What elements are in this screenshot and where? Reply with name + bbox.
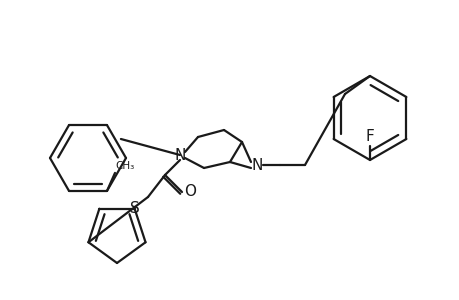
Text: O: O bbox=[184, 184, 196, 200]
Text: N: N bbox=[251, 158, 262, 172]
Text: F: F bbox=[365, 129, 374, 144]
Text: CH₃: CH₃ bbox=[115, 161, 134, 171]
Text: S: S bbox=[129, 201, 139, 216]
Text: N: N bbox=[174, 148, 185, 163]
